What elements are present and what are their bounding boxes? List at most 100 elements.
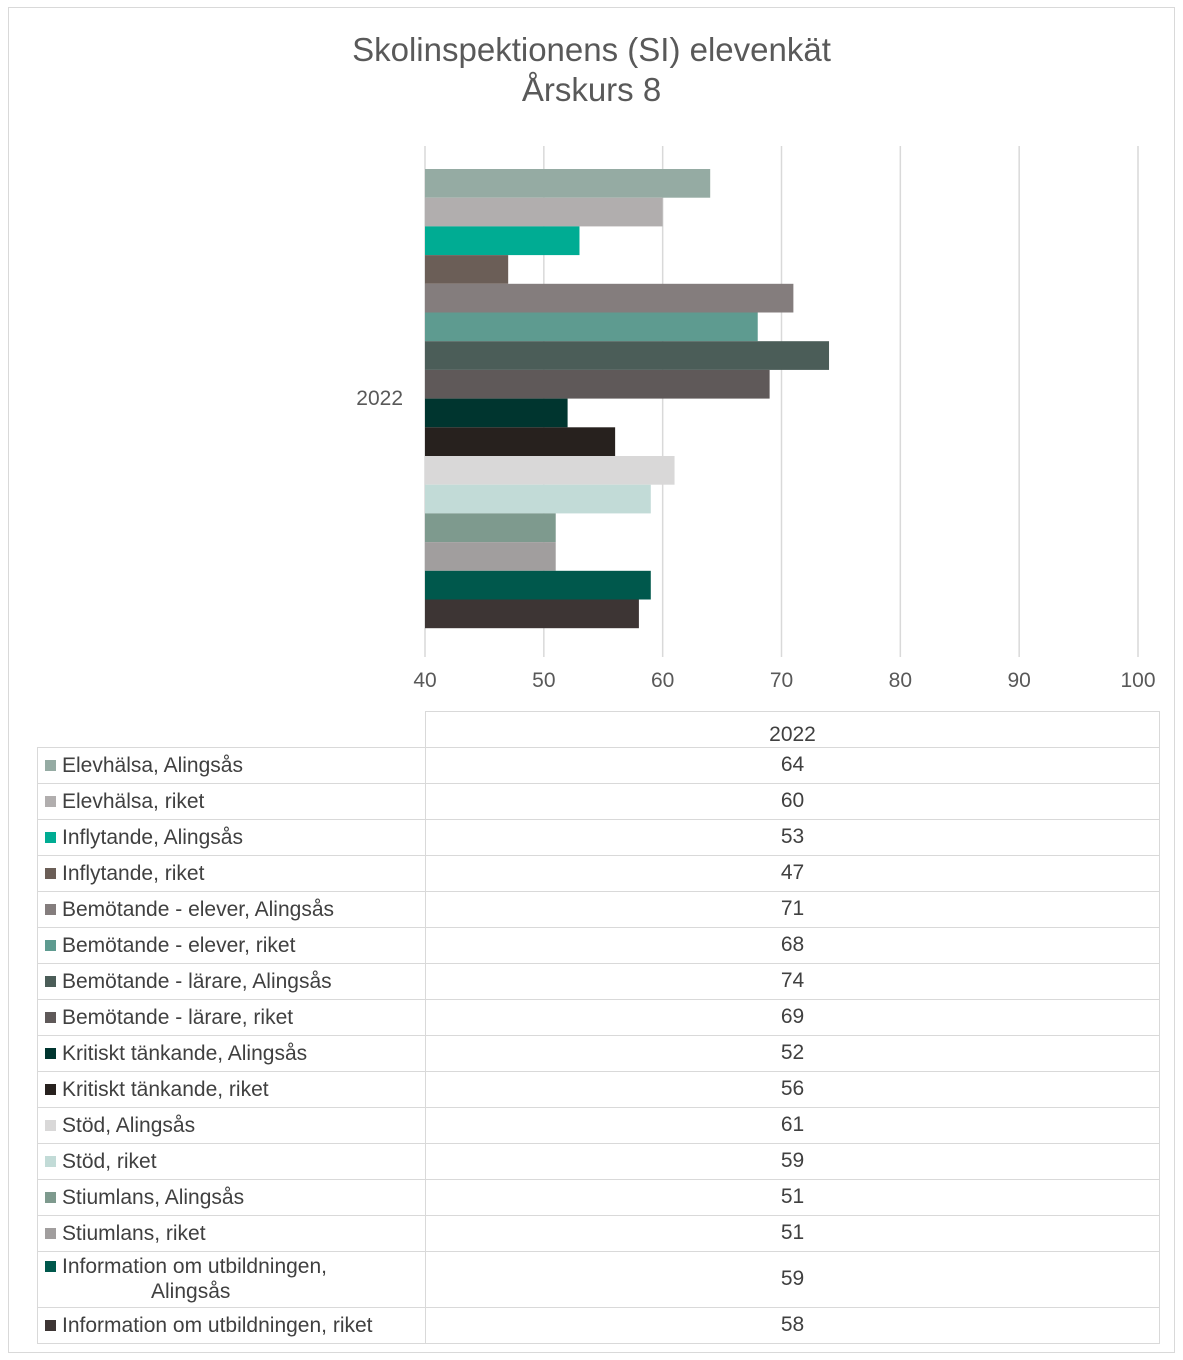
table-row: Bemötande - elever, Alingsås 71 [37, 890, 1160, 928]
bar [425, 197, 663, 227]
legend-entry: Kritiskt tänkande, riket [37, 1070, 426, 1108]
x-tick-label: 90 [1007, 669, 1030, 692]
bar [425, 341, 830, 370]
legend-entry: Inflytande, Alingsås [37, 818, 426, 856]
category-label: 2022 [356, 387, 403, 410]
table-value: 47 [425, 854, 1160, 892]
bar [425, 169, 711, 198]
bar [425, 255, 509, 284]
table-row: Elevhälsa, Alingsås 64 [37, 746, 1160, 784]
chart-title-line-2: Årskurs 8 [521, 71, 662, 108]
table-value: 69 [425, 998, 1160, 1036]
table-value: 74 [425, 962, 1160, 1000]
table-row: Stöd, riket 59 [37, 1142, 1160, 1180]
bar [425, 513, 556, 543]
bar [425, 570, 651, 600]
legend-key [45, 1083, 56, 1095]
series-name: Information om utbildningen, riket [62, 1313, 373, 1337]
legend-entry: Information om utbildningen, Alingsås [37, 1250, 426, 1308]
legend-key [45, 903, 56, 915]
table-corner [37, 711, 426, 748]
legend-entry: Bemötande - lärare, Alingsås [37, 962, 426, 1000]
series-name: Bemötande - elever, Alingsås [62, 897, 334, 921]
table-row: Bemötande - lärare, Alingsås 74 [37, 962, 1160, 1000]
legend-entry: Information om utbildningen, riket [37, 1306, 426, 1344]
table-value: 64 [425, 746, 1160, 784]
x-tick-labels: 40 50 60 70 80 90 100 [413, 669, 1155, 692]
legend-entry: Stöd, riket [37, 1142, 426, 1180]
legend-key [45, 867, 56, 879]
table-value: 60 [425, 782, 1160, 820]
legend-key [45, 1227, 56, 1239]
bar [425, 484, 651, 514]
table-value: 51 [425, 1214, 1160, 1252]
legend-key [45, 939, 56, 951]
legend-entry: Bemötande - elever, riket [37, 926, 426, 964]
legend-entry: Stiumlans, Alingsås [37, 1178, 426, 1216]
bar [425, 427, 616, 456]
table-value: 56 [425, 1070, 1160, 1108]
legend-key [45, 1155, 56, 1167]
bar [425, 369, 770, 399]
x-tick-label: 40 [413, 669, 436, 692]
chart-frame [8, 7, 1175, 1353]
bar [425, 226, 580, 256]
legend-entry: Stiumlans, riket [37, 1214, 426, 1252]
legend-key [45, 1047, 56, 1059]
chart-title-line-1: Skolinspektionens (SI) elevenkät [352, 31, 831, 68]
series-name: Stöd, riket [62, 1149, 157, 1173]
x-tick-label: 60 [651, 669, 674, 692]
legend-key [45, 975, 56, 987]
legend-key [45, 795, 56, 807]
table-value: 71 [425, 890, 1160, 928]
bar [425, 312, 758, 342]
table-value: 53 [425, 818, 1160, 856]
series-name: Kritiskt tänkande, Alingsås [62, 1041, 308, 1065]
legend-entry: Inflytande, riket [37, 854, 426, 892]
table-row: Stiumlans, riket 51 [37, 1214, 1160, 1252]
legend-key [45, 1261, 56, 1272]
bar [425, 542, 556, 571]
x-tick-label: 80 [889, 669, 912, 692]
legend-entry: Elevhälsa, riket [37, 782, 426, 820]
x-tick-label: 70 [770, 669, 793, 692]
series-name: Stiumlans, riket [62, 1221, 206, 1245]
table-row: Inflytande, Alingsås 53 [37, 818, 1160, 856]
legend-entry: Kritiskt tänkande, Alingsås [37, 1034, 426, 1072]
table-value: 61 [425, 1106, 1160, 1144]
series-name: Stiumlans, Alingsås [62, 1185, 245, 1209]
table-row: Bemötande - lärare, riket 69 [37, 998, 1160, 1036]
bar [425, 398, 568, 428]
bars [425, 169, 830, 629]
data-table: 2022 Elevhälsa, Alingsås 64 Elevhälsa, rike… [37, 711, 1160, 1344]
bar [425, 599, 639, 629]
legend-key [45, 1011, 56, 1023]
legend-key [45, 1119, 56, 1131]
bar-plot: 40 50 60 70 80 90 100 2022 [356, 146, 1156, 692]
table-value: 58 [425, 1306, 1160, 1344]
series-name: Elevhälsa, Alingsås [62, 753, 243, 777]
legend-entry: Elevhälsa, Alingsås [37, 746, 426, 784]
table-row: Information om utbildningen, Alingsås 59 [37, 1250, 1160, 1308]
table-row: Elevhälsa, riket 60 [37, 782, 1160, 820]
x-tick-label: 50 [532, 669, 555, 692]
series-name: Bemötande - lärare, Alingsås [62, 969, 332, 993]
bar [425, 456, 675, 485]
table-row: Information om utbildningen, riket 58 [37, 1306, 1160, 1344]
series-name: Elevhälsa, riket [62, 789, 205, 813]
series-name: Stöd, Alingsås [62, 1113, 196, 1137]
table-value: 52 [425, 1034, 1160, 1072]
chart-title: Skolinspektionens (SI) elevenkät Årskurs… [0, 30, 1183, 110]
table-column-header: 2022 [425, 711, 1160, 748]
table-row: Kritiskt tänkande, riket 56 [37, 1070, 1160, 1108]
legend-key [45, 759, 56, 771]
table-value: 59 [425, 1250, 1160, 1308]
bar [425, 283, 794, 313]
table-value: 59 [425, 1142, 1160, 1180]
x-tick-label: 100 [1120, 669, 1155, 692]
table-value: 68 [425, 926, 1160, 964]
legend-entry: Bemötande - lärare, riket [37, 998, 426, 1036]
table-row: Stöd, Alingsås 61 [37, 1106, 1160, 1144]
series-name: Bemötande - lärare, riket [62, 1005, 294, 1029]
table-row: Kritiskt tänkande, Alingsås 52 [37, 1034, 1160, 1072]
